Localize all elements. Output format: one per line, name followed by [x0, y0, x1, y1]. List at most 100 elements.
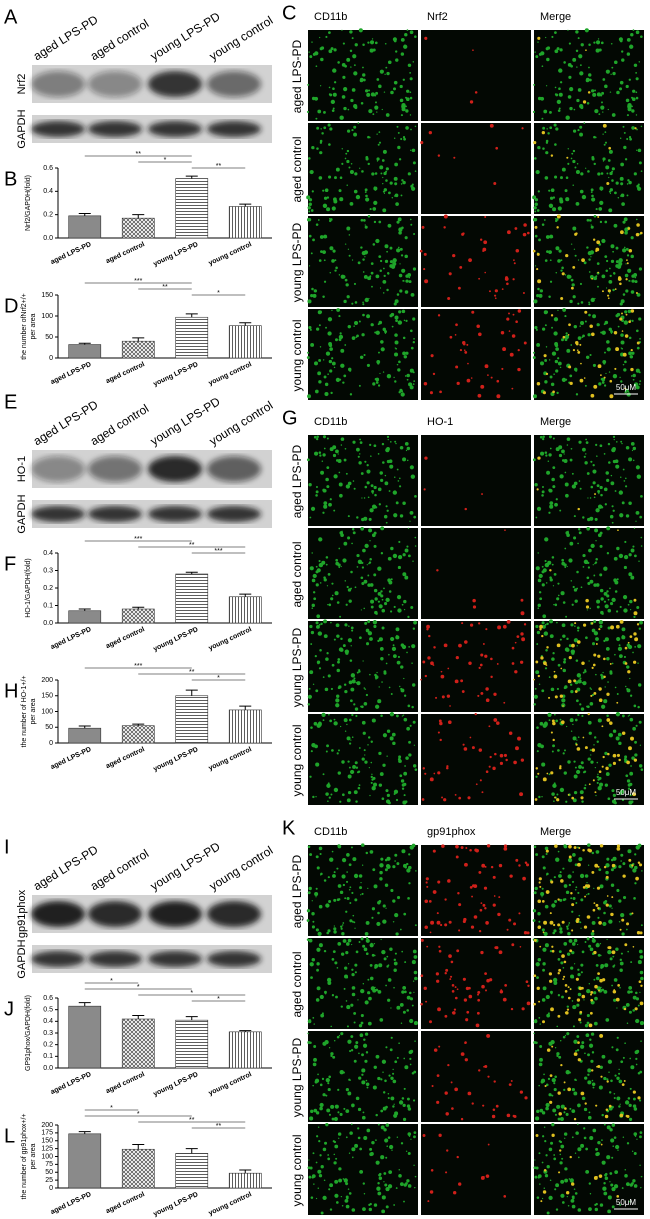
green-cell	[628, 501, 632, 506]
bar	[175, 695, 209, 744]
green-cell	[566, 274, 571, 279]
x-tick-label: aged LPS-PD	[50, 1071, 93, 1096]
green-cell	[572, 226, 577, 231]
green-cell	[592, 481, 596, 485]
green-cell	[343, 718, 348, 723]
green-cell	[532, 909, 537, 913]
red-cell	[616, 1195, 620, 1198]
red-cell	[562, 705, 564, 707]
green-cell	[605, 165, 610, 170]
red-cell	[489, 123, 494, 128]
red-cell	[478, 870, 482, 874]
green-cell	[594, 109, 599, 114]
green-cell	[402, 1117, 407, 1121]
red-cell	[600, 1075, 603, 1078]
green-cell	[541, 565, 544, 568]
green-cell	[585, 453, 587, 455]
green-cell	[401, 950, 403, 953]
red-cell	[581, 661, 585, 665]
red-cell	[501, 288, 504, 290]
green-cell	[609, 1172, 613, 1175]
green-cell	[385, 1205, 389, 1209]
green-cell	[339, 725, 342, 728]
green-cell	[388, 490, 391, 492]
green-cell	[591, 937, 595, 940]
green-cell	[394, 347, 396, 349]
green-cell	[307, 351, 310, 354]
green-cell	[579, 1021, 582, 1024]
y-tick-label: 0.4	[43, 550, 53, 557]
x-tick-label: aged LPS-PD	[50, 1191, 93, 1216]
green-cell	[534, 157, 537, 160]
green-cell	[333, 1161, 337, 1165]
blot-label: GAPDH	[16, 494, 28, 533]
green-cell	[323, 196, 328, 200]
green-cell	[569, 683, 573, 686]
green-cell	[541, 998, 546, 1002]
green-cell	[342, 883, 346, 887]
green-cell	[633, 63, 638, 68]
green-cell	[326, 437, 329, 440]
green-cell	[353, 132, 357, 137]
green-cell	[637, 1071, 641, 1075]
green-cell	[637, 683, 642, 687]
green-cell	[398, 540, 401, 544]
green-cell	[539, 721, 544, 726]
red-cell	[465, 1018, 469, 1022]
green-cell	[413, 991, 415, 993]
red-cell	[615, 347, 620, 352]
green-cell	[372, 382, 376, 386]
red-cell	[607, 297, 610, 300]
green-cell	[378, 141, 382, 144]
green-cell	[412, 371, 415, 374]
green-cell	[371, 323, 374, 326]
red-cell	[519, 946, 522, 948]
green-cell	[315, 485, 318, 488]
green-cell	[539, 289, 543, 293]
green-cell	[564, 1034, 567, 1037]
green-cell	[315, 565, 318, 568]
green-cell	[367, 991, 371, 995]
red-cell	[550, 154, 554, 157]
red-cell	[567, 996, 571, 1000]
green-cell	[410, 346, 414, 350]
green-cell	[379, 269, 383, 273]
green-cell	[631, 109, 635, 113]
green-cell	[403, 990, 407, 994]
red-cell	[609, 663, 612, 665]
red-cell	[443, 798, 447, 802]
green-cell	[595, 963, 599, 967]
green-cell	[607, 608, 612, 613]
green-cell	[317, 931, 322, 936]
red-cell	[578, 986, 583, 991]
red-cell	[499, 761, 504, 765]
green-cell	[604, 320, 609, 325]
green-cell	[631, 319, 634, 323]
green-cell	[639, 991, 641, 993]
red-cell	[420, 1002, 423, 1006]
green-cell	[317, 662, 319, 665]
red-cell	[545, 890, 550, 894]
green-cell	[396, 468, 399, 471]
green-cell	[384, 1183, 388, 1187]
green-cell	[575, 49, 579, 53]
red-cell	[628, 746, 632, 751]
green-cell	[611, 521, 614, 524]
green-cell	[406, 446, 411, 451]
green-cell	[362, 1111, 365, 1114]
green-cell	[311, 900, 313, 902]
green-cell	[554, 219, 558, 223]
red-cell	[571, 643, 575, 648]
red-cell	[620, 230, 624, 235]
green-cell	[360, 1014, 364, 1018]
green-cell	[545, 1154, 548, 1157]
red-cell	[592, 663, 596, 667]
red-cell	[597, 216, 600, 218]
red-cell	[438, 719, 442, 723]
green-cell	[618, 1105, 621, 1108]
error-bar	[185, 1016, 198, 1021]
green-cell	[313, 721, 318, 726]
sig-label: **	[189, 542, 195, 549]
green-cell	[593, 978, 596, 981]
red-cell	[556, 798, 560, 802]
